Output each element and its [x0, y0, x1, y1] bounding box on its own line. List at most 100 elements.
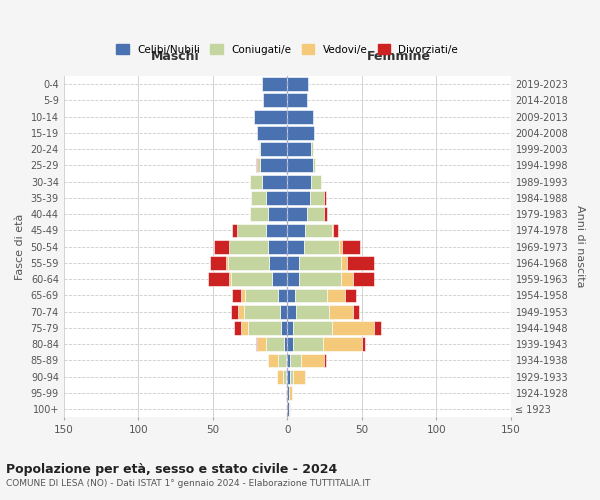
Bar	[362, 338, 365, 351]
Y-axis label: Fasce di età: Fasce di età	[15, 214, 25, 280]
Bar	[266, 338, 284, 351]
Bar	[286, 386, 287, 400]
Bar	[293, 370, 305, 384]
Bar	[347, 256, 374, 270]
Bar	[262, 77, 287, 91]
Bar	[287, 321, 293, 335]
Bar	[287, 191, 310, 205]
Bar	[250, 208, 268, 221]
Bar	[290, 354, 301, 368]
Bar	[284, 338, 287, 351]
Bar	[287, 386, 289, 400]
Bar	[329, 305, 353, 318]
Bar	[208, 272, 229, 286]
Bar	[262, 174, 287, 188]
Bar	[263, 94, 287, 108]
Bar	[287, 94, 307, 108]
Bar	[257, 126, 287, 140]
Bar	[210, 256, 226, 270]
Bar	[266, 191, 287, 205]
Bar	[229, 240, 268, 254]
Bar	[257, 338, 266, 351]
Bar	[325, 354, 326, 368]
Bar	[287, 305, 296, 318]
Bar	[281, 321, 287, 335]
Bar	[241, 321, 248, 335]
Text: Maschi: Maschi	[151, 50, 200, 63]
Bar	[287, 77, 308, 91]
Bar	[232, 224, 236, 237]
Bar	[259, 142, 260, 156]
Bar	[278, 354, 286, 368]
Text: Femmine: Femmine	[367, 50, 431, 63]
Bar	[241, 288, 245, 302]
Bar	[289, 402, 290, 416]
Bar	[328, 288, 345, 302]
Bar	[260, 158, 287, 172]
Bar	[289, 386, 292, 400]
Bar	[341, 256, 347, 270]
Bar	[256, 158, 257, 172]
Bar	[248, 321, 281, 335]
Bar	[268, 208, 287, 221]
Bar	[230, 272, 272, 286]
Bar	[287, 370, 290, 384]
Y-axis label: Anni di nascita: Anni di nascita	[575, 206, 585, 288]
Bar	[233, 321, 241, 335]
Bar	[226, 256, 227, 270]
Bar	[353, 305, 359, 318]
Bar	[287, 272, 299, 286]
Bar	[214, 240, 229, 254]
Bar	[287, 126, 314, 140]
Bar	[299, 272, 341, 286]
Bar	[374, 321, 381, 335]
Bar	[278, 288, 287, 302]
Bar	[313, 158, 316, 172]
Bar	[286, 354, 287, 368]
Bar	[254, 110, 287, 124]
Bar	[332, 224, 334, 237]
Bar	[293, 338, 323, 351]
Bar	[343, 240, 360, 254]
Bar	[353, 272, 374, 286]
Bar	[229, 272, 230, 286]
Bar	[325, 191, 326, 205]
Bar	[272, 272, 287, 286]
Bar	[340, 240, 343, 254]
Bar	[280, 305, 287, 318]
Bar	[332, 321, 374, 335]
Bar	[251, 191, 266, 205]
Text: COMUNE DI LESA (NO) - Dati ISTAT 1° gennaio 2024 - Elaborazione TUTTITALIA.IT: COMUNE DI LESA (NO) - Dati ISTAT 1° genn…	[6, 479, 370, 488]
Bar	[311, 142, 313, 156]
Bar	[293, 321, 332, 335]
Bar	[256, 338, 257, 351]
Bar	[286, 370, 287, 384]
Bar	[341, 272, 353, 286]
Bar	[304, 240, 340, 254]
Bar	[227, 256, 269, 270]
Bar	[299, 256, 341, 270]
Bar	[295, 288, 328, 302]
Bar	[296, 305, 329, 318]
Bar	[238, 305, 244, 318]
Bar	[287, 338, 293, 351]
Legend: Celibi/Nubili, Coniugati/e, Vedovi/e, Divorziati/e: Celibi/Nubili, Coniugati/e, Vedovi/e, Di…	[112, 40, 463, 59]
Bar	[287, 208, 307, 221]
Bar	[311, 174, 322, 188]
Bar	[232, 288, 241, 302]
Bar	[287, 224, 305, 237]
Bar	[287, 142, 311, 156]
Bar	[287, 174, 311, 188]
Bar	[266, 224, 287, 237]
Bar	[301, 354, 325, 368]
Bar	[287, 110, 313, 124]
Bar	[268, 240, 287, 254]
Bar	[334, 224, 338, 237]
Bar	[268, 354, 278, 368]
Bar	[287, 288, 295, 302]
Bar	[323, 338, 362, 351]
Bar	[287, 354, 290, 368]
Bar	[257, 158, 260, 172]
Bar	[287, 158, 313, 172]
Bar	[277, 370, 283, 384]
